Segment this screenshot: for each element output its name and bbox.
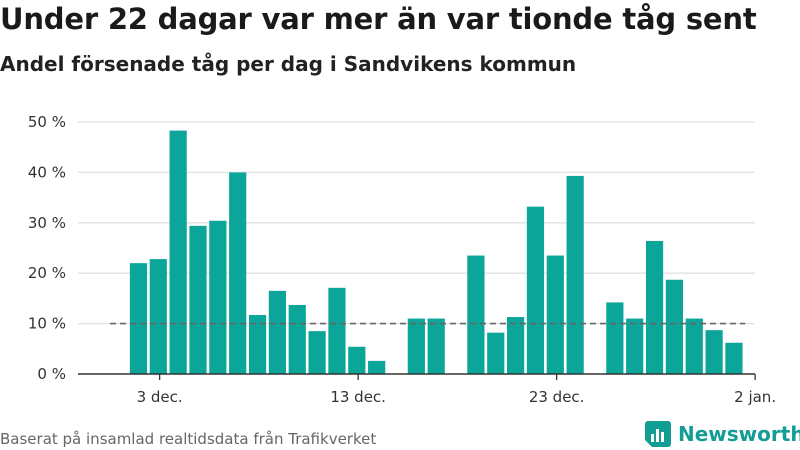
bar [229, 172, 247, 374]
bar [308, 331, 326, 374]
x-tick-label: 13 dec. [330, 388, 386, 406]
brand-name: Newsworthy [678, 422, 800, 446]
bar [487, 332, 505, 374]
bar [507, 317, 525, 374]
bar [546, 255, 564, 374]
newsworthy-icon [645, 421, 671, 447]
source-note: Baserat på insamlad realtidsdata från Tr… [0, 430, 377, 448]
bar [129, 263, 148, 374]
bar [566, 175, 584, 374]
y-tick-label: 40 % [28, 163, 66, 181]
y-tick-label: 50 % [28, 113, 66, 131]
y-tick-label: 20 % [28, 264, 66, 282]
bar [248, 315, 267, 374]
bar [268, 290, 286, 374]
bar [189, 225, 207, 374]
bar [626, 318, 644, 374]
bar [209, 220, 227, 374]
bar [467, 255, 485, 374]
x-axis-ticks: 3 dec. 13 dec. 23 dec. 2 jan. [137, 374, 776, 406]
y-tick-label: 30 % [28, 214, 66, 232]
bar [328, 287, 346, 374]
x-tick-label: 23 dec. [529, 388, 585, 406]
newsworthy-logo: Newsworthy [644, 420, 800, 448]
bar [665, 279, 683, 374]
bar [348, 346, 366, 374]
bar [705, 330, 723, 374]
bar [368, 360, 386, 374]
bar [685, 318, 703, 374]
bars [129, 130, 743, 374]
bar [169, 130, 187, 374]
bar [427, 318, 445, 374]
chart-subtitle: Andel försenade tåg per dag i Sandvikens… [0, 52, 577, 76]
y-tick-label: 0 % [37, 365, 66, 383]
x-tick-label: 3 dec. [137, 388, 183, 406]
y-tick-label: 10 % [28, 315, 66, 333]
bar [725, 342, 743, 374]
bar [288, 304, 306, 374]
y-axis-ticks: 0 % 10 % 20 % 30 % 40 % 50 % [28, 113, 66, 383]
chart-title: Under 22 dagar var mer än var tionde tåg… [0, 2, 757, 36]
bar [526, 206, 545, 374]
bar [645, 240, 664, 374]
bar [606, 302, 624, 374]
bar [407, 318, 425, 374]
bar [149, 259, 167, 374]
x-tick-label: 2 jan. [734, 388, 776, 406]
